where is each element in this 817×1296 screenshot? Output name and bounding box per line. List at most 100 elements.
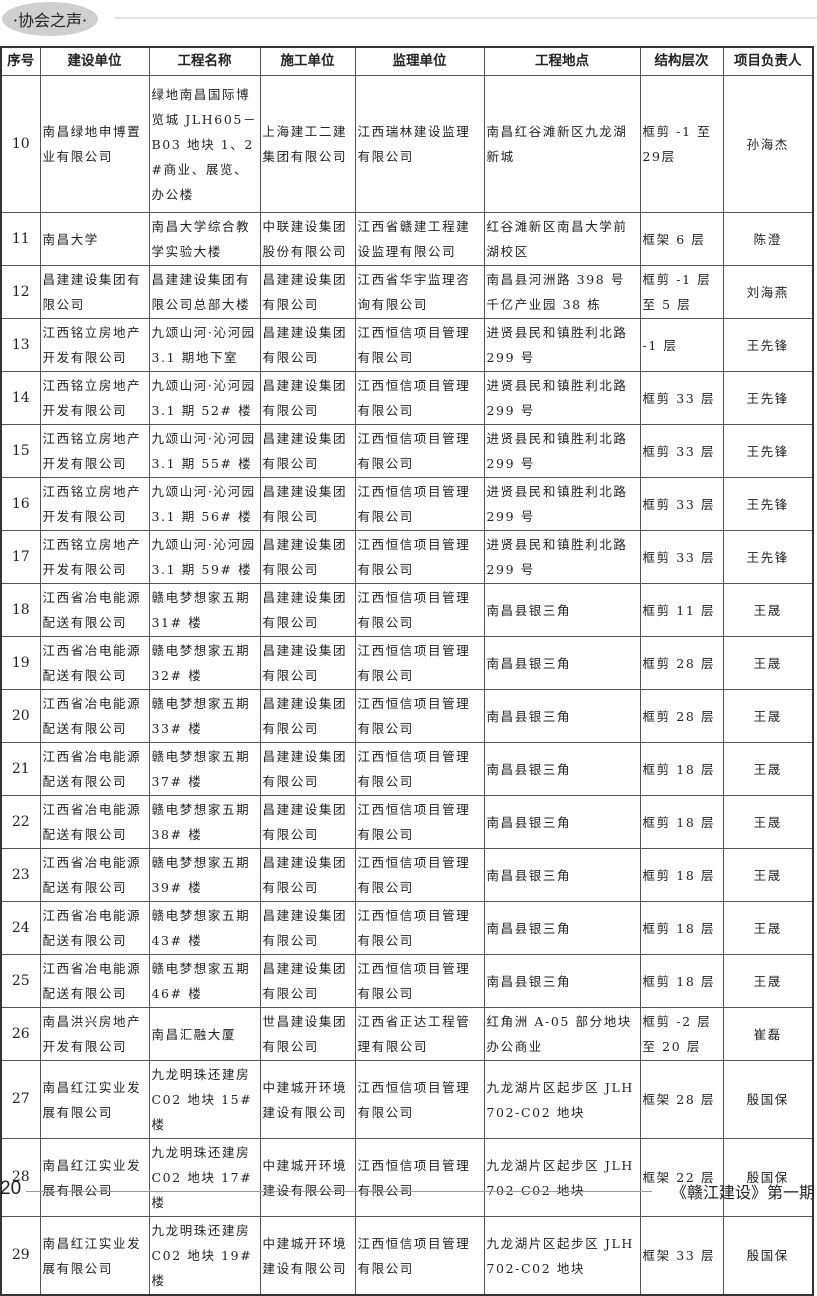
cell-location: 南昌县河洲路 398 号千亿产业园 38 栋 [483,265,641,319]
table-row: 21 江西省冶电能源配送有限公司 赣电梦想家五期 37# 楼昌建建设集团有限公司 江西… [0,742,814,796]
cell-project-name: 南昌大学综合教学实验大楼 [148,212,261,266]
cell-manager: 王先锋 [722,424,814,478]
cell-seq: 17 [0,530,41,584]
cell-project-name: 赣电梦想家五期 39# 楼 [148,848,261,902]
cell-structure: 框剪 28 层 [639,689,724,743]
cell-supervisor: 江西瑞林建设监理有限公司 [354,75,485,213]
cell-seq: 27 [0,1060,41,1139]
cell-project-name: 赣电梦想家五期 31# 楼 [148,583,261,637]
cell-seq: 14 [0,371,41,425]
cell-structure: 框剪 18 层 [639,795,724,849]
cell-builder: 江西铭立房地产开发有限公司 [39,371,150,425]
cell-supervisor: 江西恒信项目管理有限公司 [354,795,485,849]
cell-builder: 江西省冶电能源配送有限公司 [39,848,150,902]
cell-manager: 王晟 [722,954,814,1008]
cell-location: 南昌县银三角 [483,583,641,637]
cell-manager: 殷国保 [722,1216,814,1296]
cell-supervisor: 江西恒信项目管理有限公司 [354,1138,485,1217]
cell-supervisor: 江西恒信项目管理有限公司 [354,848,485,902]
cell-builder: 南昌红江实业发展有限公司 [39,1138,150,1217]
cell-location: 南昌县银三角 [483,848,641,902]
cell-project-name: 赣电梦想家五期 32# 楼 [148,636,261,690]
table-row: 15 江西铭立房地产开发有限公司 九颂山河·沁河园 3.1 期 55# 楼昌建建设集… [0,424,814,478]
cell-location: 南昌县银三角 [483,636,641,690]
cell-structure: 框剪 -1 层至 5 层 [639,265,724,319]
cell-location: 红谷滩新区南昌大学前湖校区 [483,212,641,266]
cell-builder: 南昌大学 [39,212,150,266]
cell-manager: 王先锋 [722,318,814,372]
cell-project-name: 赣电梦想家五期 37# 楼 [148,742,261,796]
cell-supervisor: 江西省赣建工程建设监理有限公司 [354,212,485,266]
table-row: 28 南昌红江实业发展有限公司 九龙明珠还建房 C02 地块 17# 楼中建城开环境… [0,1138,814,1217]
cell-builder: 江西省冶电能源配送有限公司 [39,689,150,743]
cell-builder: 江西省冶电能源配送有限公司 [39,901,150,955]
cell-structure: 框架 33 层 [639,1216,724,1296]
section-badge: ·协会之声· [2,2,98,36]
cell-manager: 王晟 [722,901,814,955]
cell-location: 九龙湖片区起步区 JLH702-C02 地块 [483,1060,641,1139]
cell-manager: 王晟 [722,848,814,902]
cell-builder: 南昌洪兴房地产开发有限公司 [39,1007,150,1061]
cell-manager: 王先锋 [722,477,814,531]
cell-builder: 江西铭立房地产开发有限公司 [39,477,150,531]
table-row: 29 南昌红江实业发展有限公司 九龙明珠还建房 C02 地块 19# 楼中建城开环境… [0,1216,814,1296]
cell-manager: 王晟 [722,636,814,690]
cell-structure: 框剪 11 层 [639,583,724,637]
cell-contractor: 中建城开环境建设有限公司 [259,1216,356,1296]
cell-contractor: 昌建建设集团有限公司 [259,318,356,372]
cell-builder: 南昌红江实业发展有限公司 [39,1060,150,1139]
cell-structure: 框剪 28 层 [639,636,724,690]
cell-location: 进贤县民和镇胜利北路 299 号 [483,530,641,584]
footer-rule [26,1191,652,1192]
cell-contractor: 中联建设集团股份有限公司 [259,212,356,266]
cell-location: 九龙湖片区起步区 JLH702-C02 地块 [483,1216,641,1296]
cell-structure: 框剪 33 层 [639,530,724,584]
cell-seq: 15 [0,424,41,478]
cell-project-name: 赣电梦想家五期 38# 楼 [148,795,261,849]
cell-seq: 10 [0,75,41,213]
header-seq: 序号 [0,46,41,76]
cell-project-name: 九颂山河·沁河园 3.1 期 56# 楼 [148,477,261,531]
cell-location: 进贤县民和镇胜利北路 299 号 [483,424,641,478]
cell-contractor: 昌建建设集团有限公司 [259,636,356,690]
table-row: 18 江西省冶电能源配送有限公司 赣电梦想家五期 31# 楼昌建建设集团有限公司 江西… [0,583,814,637]
cell-supervisor: 江西恒信项目管理有限公司 [354,636,485,690]
cell-project-name: 九龙明珠还建房 C02 地块 17# 楼 [148,1138,261,1217]
cell-project-name: 绿地南昌国际博览城 JLH605－B03 地块 1、2#商业、展览、办公楼 [148,75,261,213]
header-builder: 建设单位 [39,46,150,76]
table-header-row: 序号 建设单位 工程名称 施工单位 监理单位 工程地点 结构层次 项目负责人 [0,46,814,76]
table-row: 24 江西省冶电能源配送有限公司 赣电梦想家五期 43# 楼昌建建设集团有限公司 江西… [0,901,814,955]
cell-seq: 19 [0,636,41,690]
cell-manager: 殷国保 [722,1060,814,1139]
cell-location: 进贤县民和镇胜利北路 299 号 [483,371,641,425]
cell-seq: 25 [0,954,41,1008]
cell-manager: 王晟 [722,742,814,796]
cell-structure: 框剪 -1 至 29层 [639,75,724,213]
cell-seq: 20 [0,689,41,743]
cell-structure: 框剪 18 层 [639,848,724,902]
cell-builder: 昌建建设集团有限公司 [39,265,150,319]
cell-builder: 江西铭立房地产开发有限公司 [39,530,150,584]
cell-contractor: 上海建工二建集团有限公司 [259,75,356,213]
cell-builder: 江西省冶电能源配送有限公司 [39,795,150,849]
cell-supervisor: 江西恒信项目管理有限公司 [354,1216,485,1296]
cell-contractor: 昌建建设集团有限公司 [259,848,356,902]
cell-location: 红角洲 A-05 部分地块办公商业 [483,1007,641,1061]
table-row: 20 江西省冶电能源配送有限公司 赣电梦想家五期 33# 楼昌建建设集团有限公司 江西… [0,689,814,743]
cell-seq: 12 [0,265,41,319]
table-row: 25 江西省冶电能源配送有限公司 赣电梦想家五期 46# 楼昌建建设集团有限公司 江西… [0,954,814,1008]
cell-supervisor: 江西恒信项目管理有限公司 [354,583,485,637]
cell-location: 南昌县银三角 [483,689,641,743]
cell-supervisor: 江西恒信项目管理有限公司 [354,530,485,584]
cell-seq: 21 [0,742,41,796]
cell-structure: 框架 28 层 [639,1060,724,1139]
cell-manager: 刘海燕 [722,265,814,319]
cell-contractor: 世昌建设集团有限公司 [259,1007,356,1061]
cell-project-name: 赣电梦想家五期 46# 楼 [148,954,261,1008]
cell-contractor: 昌建建设集团有限公司 [259,265,356,319]
cell-builder: 江西省冶电能源配送有限公司 [39,583,150,637]
cell-location: 南昌县银三角 [483,742,641,796]
cell-location: 九龙湖片区起步区 JLH702-C02 地块 [483,1138,641,1217]
cell-supervisor: 江西省华宇监理咨询有限公司 [354,265,485,319]
cell-supervisor: 江西恒信项目管理有限公司 [354,424,485,478]
